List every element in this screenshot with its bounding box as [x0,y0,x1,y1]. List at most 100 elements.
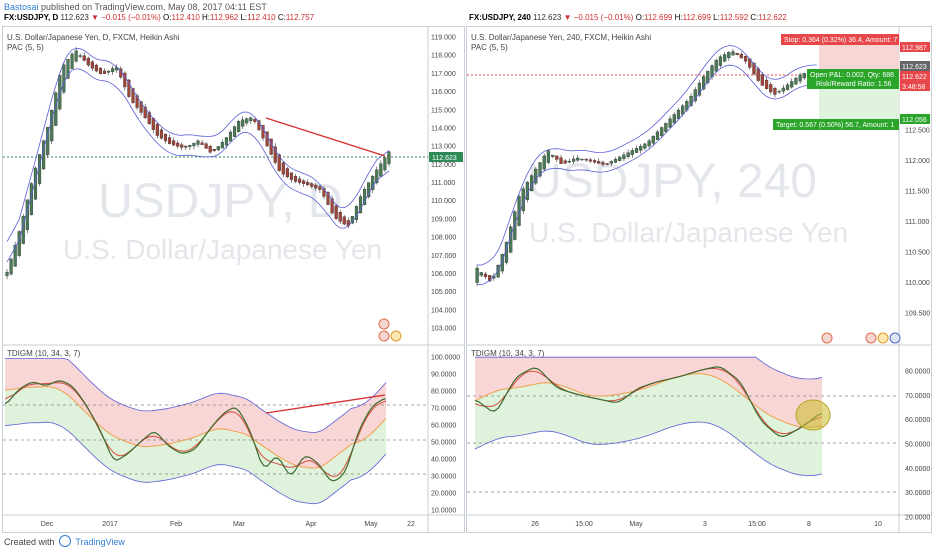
osc-axis-label: 50.0000 [905,442,930,449]
osc-axis-label: 20.0000 [905,515,930,522]
candle [483,273,488,277]
footer-brand[interactable]: TradingView [75,537,125,547]
highlight-circle[interactable] [795,399,831,431]
right-price-axis: 112.500 112.000 111.500 111.000 110.500 110.0… [905,128,930,318]
price-axis-label: 116.000 [431,89,456,96]
footer: Created with TradingView [4,535,125,547]
price-axis-label: 110.500 [905,250,930,257]
event-flag-icon[interactable] [865,332,877,344]
time-axis-label: 15:00 [748,521,766,528]
candle [752,62,756,75]
author-link[interactable]: Bastosai [4,2,39,12]
candle [167,137,172,144]
candle [216,146,220,151]
candle [769,84,773,93]
candle [584,158,588,161]
left-osc-trendline[interactable] [265,394,386,414]
left-low: 112.410 [247,13,276,22]
price-axis-label: 113.000 [431,144,456,151]
stop-label-box[interactable] [781,34,899,45]
right-candles [475,48,819,287]
candle [714,59,718,72]
pnl-box[interactable] [807,69,899,89]
candle [204,143,208,149]
candle [534,168,538,184]
price-axis-label: 118.000 [431,53,456,60]
osc-axis-label: 50.0000 [431,440,456,447]
candle [98,67,103,74]
candle [802,73,806,79]
candle [571,158,576,162]
candle [9,258,13,275]
candle [664,122,668,132]
left-close: 112.757 [285,13,315,22]
candle [660,127,664,136]
candle [131,88,135,103]
tag-target: 112.056 [902,117,927,124]
candle [184,145,188,148]
candle [559,157,563,164]
candle [338,212,342,222]
time-axis-label: 2017 [102,521,118,528]
candle [651,136,655,144]
candle [702,76,706,90]
candle [605,163,609,165]
candle [363,188,367,205]
osc-axis-label: 70.0000 [905,393,930,400]
stop-label: Stop: 0.364 (0.32%) 36.4, Amount: 7 [784,37,897,44]
osc-axis-label: 100.0000 [431,355,460,362]
candle [689,95,693,106]
candle [13,244,17,267]
right-chart-title: U.S. Dollar/Japanese Yen, 240, FXCM, Hei… [471,33,652,42]
event-flag-icon[interactable] [390,330,402,342]
candle [176,142,180,147]
candle [289,172,294,180]
right-osc-upper-band [475,356,823,380]
event-flag-icon[interactable] [821,332,833,344]
event-flag-icon[interactable] [378,318,390,330]
right-symbol[interactable]: FX:USDJPY, 240 [469,13,531,22]
candle [647,140,651,147]
open-pnl: Open P&L: 0.002, Qty: 686 [810,72,894,79]
candle [588,159,592,162]
event-flag-icon[interactable] [877,332,889,344]
right-osc-main [474,366,823,438]
price-axis-label: 109.000 [431,216,456,223]
osc-axis-label: 80.0000 [905,369,930,376]
candle [269,138,273,155]
left-chart-panel[interactable]: USDJPY, D U.S. Dollar/Japanese Yen 119.0… [2,26,465,533]
candle [798,74,802,82]
candle [626,152,630,157]
candle [576,157,580,161]
candle [367,182,371,198]
candle [123,72,127,88]
left-chart-svg[interactable]: USDJPY, D U.S. Dollar/Japanese Yen 119.0… [3,27,464,532]
right-time-axis: 26 15:00 May 3 15:00 8 10 [531,521,882,528]
candle [676,109,681,119]
tag-stop: 112.987 [902,45,927,52]
candle [475,267,479,283]
left-trendline[interactable] [265,117,386,157]
right-chart-svg[interactable]: USDJPY, 240 U.S. Dollar/Japanese Yen Sto… [467,27,931,532]
price-axis-label: 111.500 [905,189,929,196]
left-symbol[interactable]: FX:USDJPY, D [4,13,59,22]
candle [228,131,233,142]
target-label-box[interactable] [773,119,899,130]
candle [630,150,634,155]
candle [143,106,147,119]
right-pac-label: PAC (5, 5) [471,43,508,52]
candle [139,101,143,113]
right-last: 112.623 [533,13,562,22]
candle [639,145,643,151]
candle [245,118,249,124]
candle [163,133,168,142]
osc-axis-label: 30.0000 [431,474,456,481]
candle [298,178,302,183]
candle [342,216,346,225]
candle [192,142,196,147]
publish-text: published on TradingView.com, May 08, 20… [41,2,267,12]
event-flag-icon[interactable] [378,330,390,342]
event-flag-icon[interactable] [889,332,901,344]
right-chart-panel[interactable]: USDJPY, 240 U.S. Dollar/Japanese Yen Sto… [466,26,932,533]
candle [172,140,176,146]
